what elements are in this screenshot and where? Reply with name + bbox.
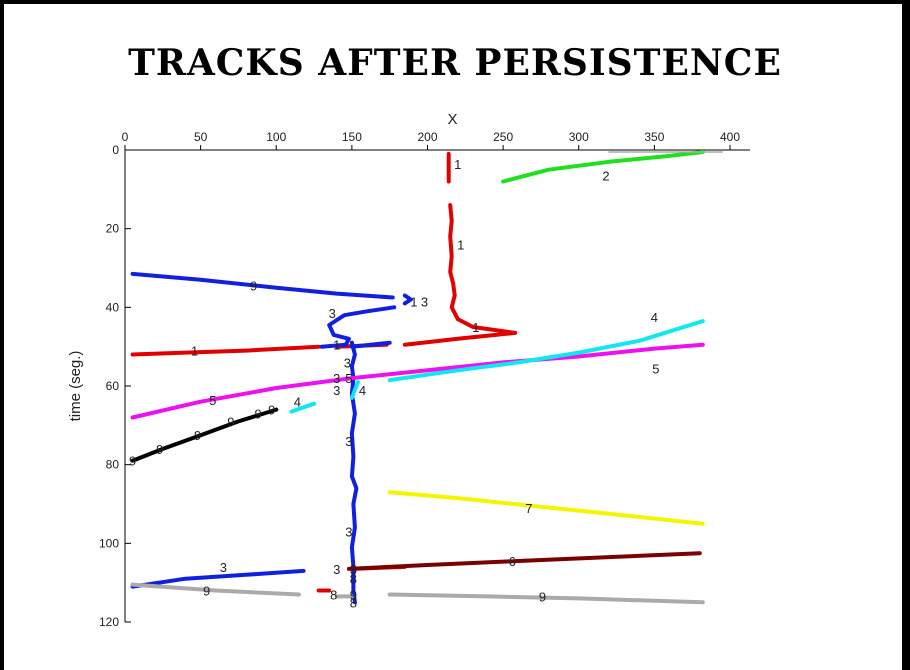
x-tick-label: 200 xyxy=(417,130,437,144)
track-line-blue xyxy=(349,340,392,349)
track-line-cyan xyxy=(349,380,360,400)
track-label: 1 xyxy=(472,320,479,335)
track-line-red xyxy=(130,344,321,357)
track-label: 9 xyxy=(227,414,234,429)
track-label: 9 xyxy=(254,407,261,422)
track-label: 3 xyxy=(333,562,340,577)
track-label: 9 xyxy=(350,587,357,602)
track-label: 3 xyxy=(220,560,227,575)
track-line-maroon xyxy=(346,551,702,571)
track-label: 9 xyxy=(156,442,163,457)
track-line-red xyxy=(402,203,518,347)
y-tick-label: 80 xyxy=(106,458,120,472)
track-line-green xyxy=(501,150,705,184)
track-label: 4 xyxy=(651,310,658,325)
track-label: 9 xyxy=(194,428,201,443)
track-label: 9 xyxy=(539,589,546,604)
track-label: 1 xyxy=(333,338,340,353)
track-label: 4 xyxy=(294,395,301,410)
track-label: 3 xyxy=(345,525,352,540)
track-line-blue xyxy=(130,568,306,589)
track-line-cyan xyxy=(289,401,317,414)
track-line-blue xyxy=(349,340,359,605)
track-label: 5 xyxy=(209,393,216,408)
track-label: 9 xyxy=(268,403,275,418)
track-label: 3 xyxy=(344,355,351,370)
track-label: 3 xyxy=(333,383,340,398)
track-label: 3 xyxy=(345,434,352,449)
track-label: 3 xyxy=(333,371,340,386)
track-label: 5 xyxy=(345,371,352,386)
x-tick-label: 100 xyxy=(266,130,286,144)
track-label: 1 xyxy=(457,237,464,252)
chart-title: TRACKS AFTER PERSISTENCE xyxy=(128,42,782,84)
x-tick-label: 250 xyxy=(493,130,513,144)
track-label: 8 xyxy=(330,587,337,602)
track-label: 6 xyxy=(509,554,516,569)
track-label: 5 xyxy=(652,361,659,376)
y-tick-label: 20 xyxy=(106,222,120,236)
x-tick-label: 0 xyxy=(122,130,129,144)
x-axis-title: X xyxy=(447,111,457,128)
track-label: 2 xyxy=(602,169,609,184)
track-label: 3 xyxy=(350,562,357,577)
y-tick-label: 120 xyxy=(99,615,119,629)
track-label: 9 xyxy=(129,454,136,469)
y-tick-label: 60 xyxy=(106,379,120,393)
y-tick-label: 40 xyxy=(106,300,120,314)
track-line-blue xyxy=(130,271,395,300)
axes: 0 50 100 150 200 250 300 350 400 0 20 40 60 80 100 120 X… xyxy=(67,111,750,629)
track-label: 3 xyxy=(329,306,336,321)
x-tick-label: 400 xyxy=(720,130,740,144)
track-label: 7 xyxy=(525,501,532,516)
track-label: 1 xyxy=(410,294,417,309)
track-label: 3 xyxy=(421,294,428,309)
tracks xyxy=(130,150,724,605)
track-line-cyan xyxy=(387,319,705,383)
x-tick-label: 150 xyxy=(342,130,362,144)
y-axis-title: time (seg.) xyxy=(67,351,84,422)
track-line-gray xyxy=(130,582,301,597)
x-tick-label: 300 xyxy=(569,130,589,144)
track-label: 8 xyxy=(350,572,357,587)
y-tick-label: 100 xyxy=(99,536,119,550)
track-label: 1 xyxy=(191,344,198,359)
track-label: 8 xyxy=(350,595,357,610)
track-line-black xyxy=(130,407,279,463)
x-tick-label: 50 xyxy=(194,130,208,144)
track-line-blue xyxy=(402,293,413,306)
figure-frame xyxy=(4,4,902,670)
x-tick-label: 350 xyxy=(644,130,664,144)
track-label: 1 xyxy=(454,157,461,172)
track-label: 9 xyxy=(250,279,257,294)
y-tick-label: 0 xyxy=(112,143,119,157)
track-line-yellow xyxy=(387,490,705,526)
track-label: 9 xyxy=(203,584,210,599)
track-label: 4 xyxy=(359,383,366,398)
track-line-blue xyxy=(319,305,397,349)
track-line-gray xyxy=(387,592,705,605)
track-line-magenta xyxy=(130,342,705,420)
